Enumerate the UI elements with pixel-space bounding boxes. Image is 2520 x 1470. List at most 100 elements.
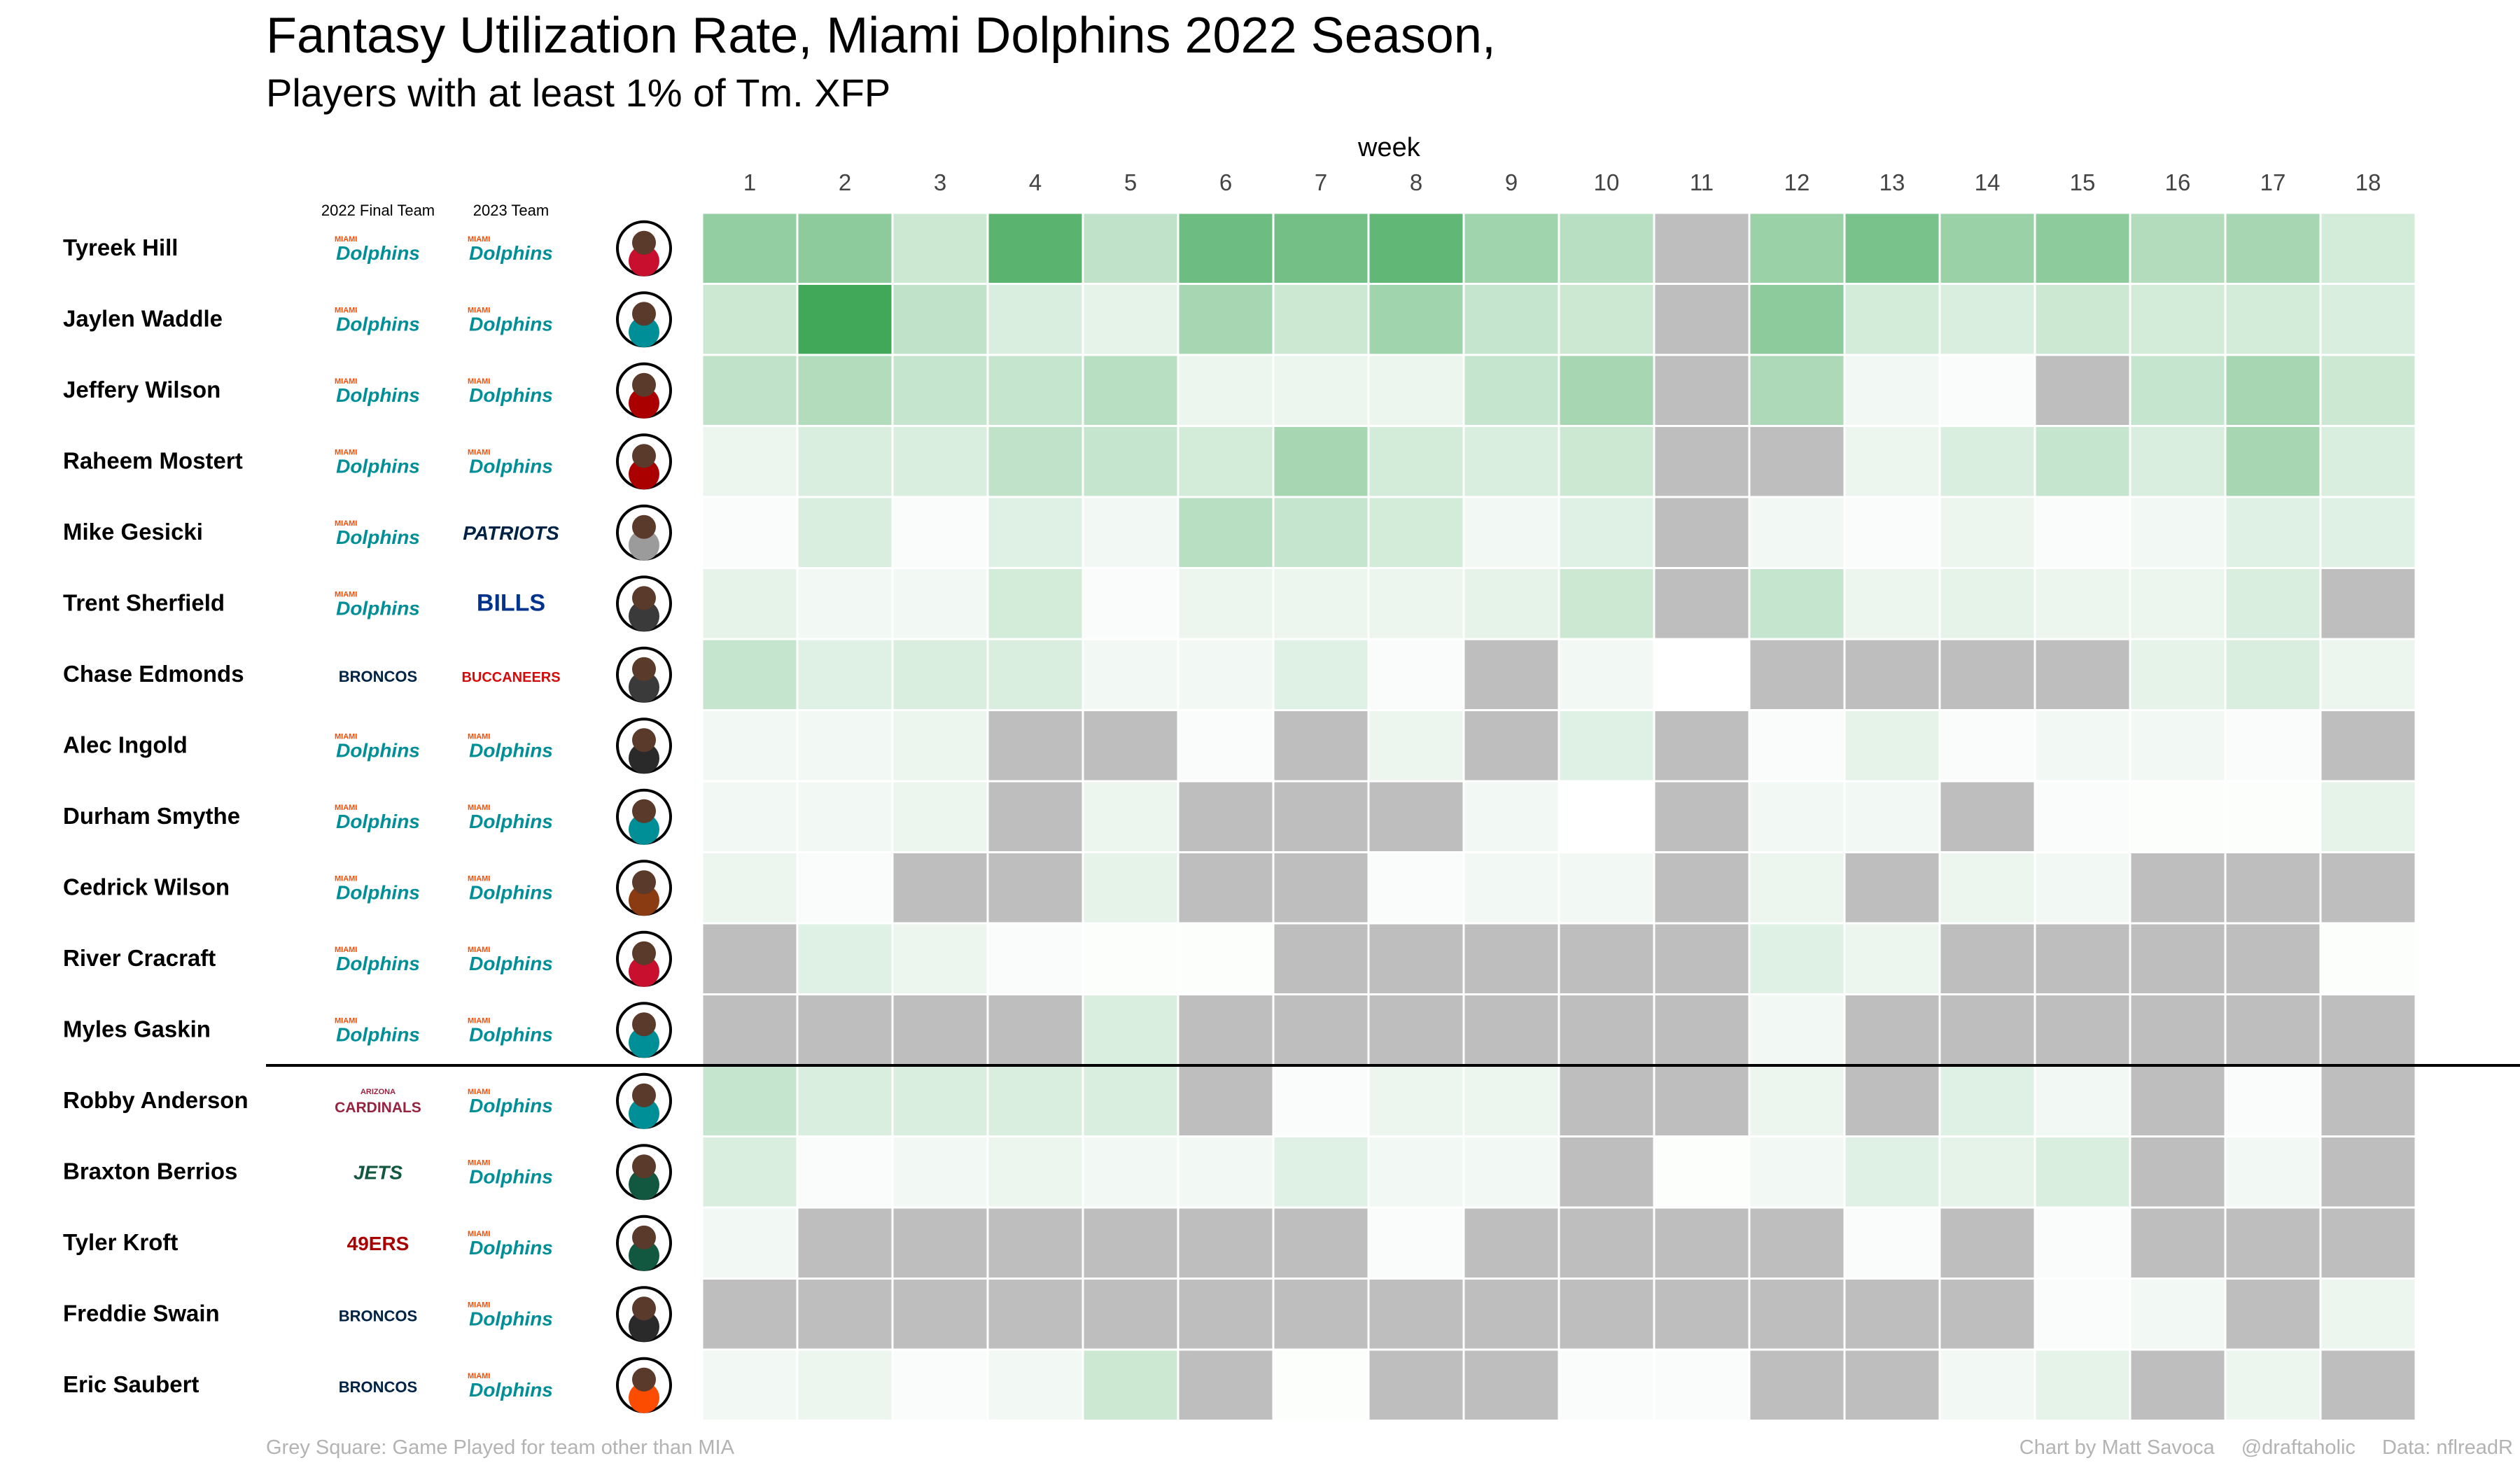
heatmap-cell	[1748, 354, 1846, 427]
heatmap-cell	[1082, 1206, 1180, 1280]
heatmap-cell	[1938, 993, 2036, 1067]
headshot-jersey	[629, 529, 659, 561]
logo-wordmark-top: MIAMI	[335, 448, 357, 456]
heatmap-cell	[1177, 1206, 1275, 1280]
heatmap-cell	[1653, 709, 1751, 783]
heatmap-cell	[1748, 496, 1846, 569]
heatmap-cell	[796, 851, 894, 925]
heatmap-cell	[1082, 709, 1180, 783]
heatmap-cell	[1177, 1064, 1275, 1138]
x-axis-title: week	[1358, 133, 1420, 162]
heatmap-cell	[1082, 993, 1180, 1067]
heatmap-cell	[986, 1064, 1084, 1138]
heatmap-cell	[1843, 211, 1941, 285]
heatmap-cell	[986, 211, 1084, 285]
logo-wordmark: Dolphins	[336, 384, 420, 406]
week-tick-label: 14	[1975, 169, 2001, 195]
heatmap-cell	[891, 780, 989, 853]
heatmap-cell	[1272, 638, 1370, 711]
heatmap-cell	[1367, 851, 1465, 925]
logo-wordmark-top: MIAMI	[468, 448, 490, 456]
heatmap-cell	[891, 283, 989, 356]
heatmap-row: Tyreek Hill	[63, 211, 2417, 285]
heatmap-cell	[1367, 1135, 1465, 1209]
heatmap-cell	[1177, 567, 1275, 640]
heatmap-cell	[1748, 709, 1846, 783]
headshot-jersey	[629, 458, 659, 490]
heatmap-cell	[1843, 1135, 1941, 1209]
heatmap-cell	[2224, 1064, 2322, 1138]
heatmap-cell	[1272, 211, 1370, 285]
logo-wordmark: Dolphins	[336, 597, 420, 619]
heatmap-cell	[1367, 993, 1465, 1067]
logo-wordmark: Dolphins	[336, 739, 420, 761]
logo-wordmark-top: MIAMI	[335, 235, 357, 244]
heatmap-cell	[796, 922, 894, 995]
logo-wordmark: Dolphins	[336, 313, 420, 335]
heatmap-cell	[1462, 780, 1560, 853]
week-tick-label: 18	[2356, 169, 2381, 195]
heatmap-cell	[1938, 1206, 2036, 1280]
heatmap-cell	[1653, 1135, 1751, 1209]
heatmap-cell	[701, 425, 799, 498]
heatmap-cell	[1558, 993, 1656, 1067]
player-name-label: River Cracraft	[63, 945, 216, 971]
heatmap-cell	[1272, 567, 1370, 640]
heatmap-cell	[891, 1135, 989, 1209]
heatmap-cell	[1653, 922, 1751, 995]
logo-wordmark-top: MIAMI	[335, 1016, 357, 1025]
heatmap-cell	[1367, 1348, 1465, 1422]
heatmap-cell	[1177, 709, 1275, 783]
heatmap-cell	[1938, 638, 2036, 711]
heatmap-cell	[2033, 993, 2132, 1067]
heatmap-cell	[1653, 283, 1751, 356]
logo-wordmark-top: MIAMI	[468, 1016, 490, 1025]
heatmap-cell	[796, 1206, 894, 1280]
heatmap-cell	[2033, 1278, 2132, 1351]
heatmap-cell	[1558, 1348, 1656, 1422]
heatmap-cell	[2224, 709, 2322, 783]
team-2023-logo-buccaneers: BUCCANEERS	[461, 670, 560, 685]
heatmap-cell	[1843, 993, 1941, 1067]
week-tick-label: 17	[2260, 169, 2286, 195]
heatmap-row: Myles Gaskin	[63, 993, 2417, 1067]
headshot-face	[632, 728, 656, 752]
heatmap-cell	[1653, 1064, 1751, 1138]
heatmap-cell	[1558, 780, 1656, 853]
headshot-face	[632, 870, 656, 895]
heatmap-cell	[1177, 1278, 1275, 1351]
heatmap-row: Jaylen Waddle	[63, 283, 2417, 356]
logo-wordmark-top: MIAMI	[468, 235, 490, 244]
heatmap-cell	[891, 354, 989, 427]
week-tick-label: 15	[2070, 169, 2096, 195]
week-tick-label: 5	[1124, 169, 1137, 195]
heatmap-cell	[1177, 496, 1275, 569]
heatmap-cell	[2319, 922, 2417, 995]
logo-wordmark: Dolphins	[336, 526, 420, 548]
heatmap-cell	[1938, 567, 2036, 640]
player-name-label: Robby Anderson	[63, 1087, 248, 1113]
heatmap-cell	[701, 1135, 799, 1209]
logo-wordmark-top: ARIZONA	[360, 1088, 396, 1096]
heatmap-cell	[2129, 283, 2227, 356]
heatmap-cell	[1653, 780, 1751, 853]
heatmap-cell	[1272, 922, 1370, 995]
heatmap-cell	[1843, 922, 1941, 995]
heatmap-cell	[1938, 780, 2036, 853]
logo-wordmark: Dolphins	[469, 953, 553, 974]
heatmap-cell	[1748, 1278, 1846, 1351]
heatmap-cell	[2319, 354, 2417, 427]
heatmap-cell	[1558, 283, 1656, 356]
heatmap-cell	[1367, 283, 1465, 356]
heatmap-cell	[1367, 211, 1465, 285]
logo-wordmark-top: MIAMI	[335, 519, 357, 528]
heatmap-cell	[2033, 709, 2132, 783]
heatmap-cell	[986, 567, 1084, 640]
